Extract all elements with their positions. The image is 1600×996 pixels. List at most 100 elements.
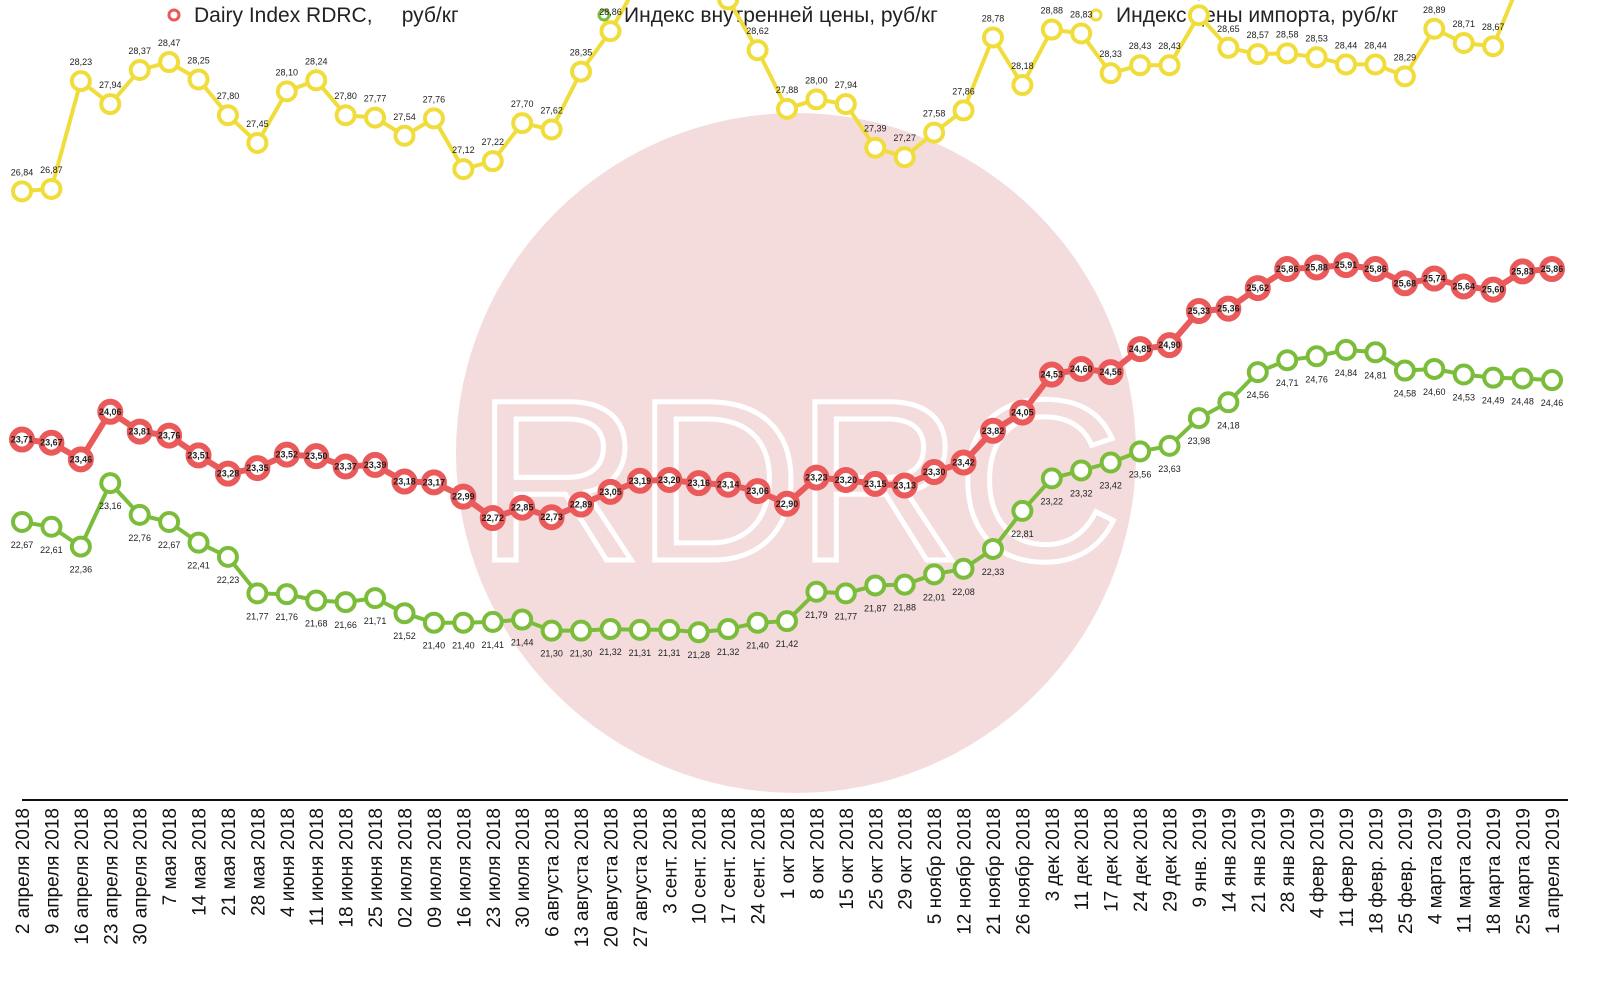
data-point-green bbox=[776, 610, 798, 633]
data-point-yellow bbox=[128, 58, 151, 81]
data-label-green: 22,08 bbox=[952, 587, 975, 597]
x-tick-label: 21 ноябр 2018 bbox=[984, 808, 1005, 935]
data-point-red bbox=[656, 466, 683, 493]
x-tick-label: 28 мая 2018 bbox=[248, 808, 269, 916]
data-label-red: 24,06 bbox=[99, 407, 122, 417]
data-label-yellow: 27,76 bbox=[423, 94, 446, 104]
data-label-yellow: 26,84 bbox=[11, 167, 34, 177]
x-tick-label: 11 дек 2018 bbox=[1072, 808, 1093, 911]
data-point-green bbox=[393, 602, 416, 625]
data-point-red bbox=[832, 466, 859, 493]
data-label-green: 21,40 bbox=[423, 641, 446, 651]
data-label-yellow: 27,58 bbox=[923, 109, 946, 119]
data-label-green: 22,76 bbox=[128, 533, 151, 543]
data-point-red bbox=[185, 442, 212, 469]
data-label-green: 21,79 bbox=[805, 610, 828, 620]
data-point-red bbox=[1274, 256, 1301, 283]
data-label-red: 23,30 bbox=[923, 467, 946, 477]
data-label-yellow: 28,83 bbox=[1070, 10, 1093, 20]
data-label-red: 25,60 bbox=[1482, 285, 1505, 295]
x-axis-ticks: 2 апреля 2018 9 апреля 2018 16 апреля 2018… bbox=[13, 808, 1564, 947]
x-tick-label: 14 янв 2019 bbox=[1219, 808, 1240, 913]
data-label-green: 24,49 bbox=[1482, 396, 1505, 406]
data-point-yellow bbox=[334, 104, 357, 127]
data-point-red bbox=[1038, 361, 1065, 388]
data-point-green bbox=[1452, 363, 1475, 386]
x-tick-label: 17 сент. 2018 bbox=[719, 808, 740, 924]
data-label-yellow: 28,47 bbox=[158, 38, 181, 48]
data-label-green: 23,98 bbox=[1188, 436, 1211, 446]
data-label-yellow: 28,10 bbox=[276, 67, 299, 77]
x-tick-label: 09 июля 2018 bbox=[425, 808, 446, 928]
data-point-yellow bbox=[981, 26, 1004, 49]
x-tick-label: 10 сент. 2018 bbox=[690, 808, 711, 924]
data-label-red: 25,36 bbox=[1217, 304, 1240, 314]
data-point-red bbox=[303, 443, 330, 470]
x-tick-label: 21 янв 2019 bbox=[1249, 808, 1270, 913]
data-label-red: 23,67 bbox=[40, 438, 63, 448]
legend-label-green: Индекс внутренней цены, руб/кг bbox=[624, 4, 938, 27]
data-point-green bbox=[216, 545, 239, 568]
data-point-red bbox=[420, 469, 447, 496]
data-label-yellow: 27,94 bbox=[835, 80, 858, 90]
data-label-yellow: 29,06 bbox=[1188, 0, 1211, 1]
data-point-green bbox=[11, 511, 33, 533]
data-label-red: 23,20 bbox=[658, 475, 681, 485]
x-tick-label: 17 дек 2018 bbox=[1102, 808, 1123, 912]
data-point-green bbox=[893, 573, 916, 596]
data-point-green bbox=[99, 472, 122, 495]
data-label-red: 23,52 bbox=[276, 450, 299, 460]
x-tick-label: 25 окт 2018 bbox=[866, 808, 887, 910]
data-point-green bbox=[1393, 359, 1416, 382]
data-point-yellow bbox=[158, 51, 181, 74]
data-label-green: 22,67 bbox=[158, 540, 181, 550]
data-label-green: 24,56 bbox=[1247, 390, 1270, 400]
data-point-red bbox=[1450, 273, 1477, 300]
data-point-green bbox=[746, 611, 769, 634]
data-label-red: 23,71 bbox=[11, 435, 34, 445]
data-point-red bbox=[391, 468, 418, 495]
x-tick-label: 14 мая 2018 bbox=[190, 808, 211, 916]
data-point-yellow bbox=[393, 124, 416, 147]
data-point-green bbox=[540, 619, 563, 642]
data-point-red bbox=[1539, 256, 1565, 283]
x-tick-label: 28 янв 2019 bbox=[1278, 808, 1299, 913]
data-label-red: 23,16 bbox=[687, 478, 710, 488]
data-point-yellow bbox=[481, 150, 504, 173]
data-label-green: 22,01 bbox=[923, 592, 946, 602]
data-point-green bbox=[305, 589, 328, 612]
data-label-green: 22,23 bbox=[217, 575, 240, 585]
data-point-yellow bbox=[952, 99, 975, 122]
data-point-green bbox=[1482, 366, 1505, 389]
data-label-yellow: 28,86 bbox=[599, 7, 622, 17]
data-label-yellow: 28,78 bbox=[982, 13, 1005, 23]
data-point-green bbox=[364, 587, 387, 610]
data-point-yellow bbox=[1423, 17, 1446, 40]
data-label-red: 25,74 bbox=[1423, 274, 1446, 284]
data-label-red: 25,91 bbox=[1335, 260, 1358, 270]
x-tick-label: 21 мая 2018 bbox=[219, 808, 240, 916]
data-point-green bbox=[1511, 367, 1534, 390]
data-point-red bbox=[774, 490, 800, 517]
data-label-green: 23,22 bbox=[1041, 496, 1064, 506]
data-point-green bbox=[1217, 391, 1240, 414]
data-point-green bbox=[481, 610, 504, 633]
data-label-yellow: 28,44 bbox=[1335, 40, 1358, 50]
data-label-red: 23,19 bbox=[629, 476, 652, 486]
x-tick-label: 1 апреля 2019 bbox=[1543, 808, 1564, 934]
x-tick-label: 5 ноябр 2018 bbox=[925, 808, 946, 924]
data-point-yellow bbox=[1099, 62, 1122, 85]
data-label-yellow: 28,00 bbox=[805, 75, 828, 85]
x-tick-label: 18 февр. 2019 bbox=[1367, 808, 1388, 934]
data-point-yellow bbox=[364, 106, 387, 129]
data-point-green bbox=[422, 611, 445, 634]
data-label-yellow: 27,80 bbox=[217, 91, 240, 101]
x-tick-label: 4 июня 2018 bbox=[278, 808, 299, 917]
data-point-yellow bbox=[1276, 42, 1299, 65]
data-label-green: 22,41 bbox=[187, 561, 210, 571]
data-label-red: 24,85 bbox=[1129, 344, 1152, 354]
data-label-yellow: 27,54 bbox=[393, 112, 416, 122]
data-label-yellow: 27,22 bbox=[482, 137, 505, 147]
data-label-red: 23,46 bbox=[70, 454, 93, 464]
